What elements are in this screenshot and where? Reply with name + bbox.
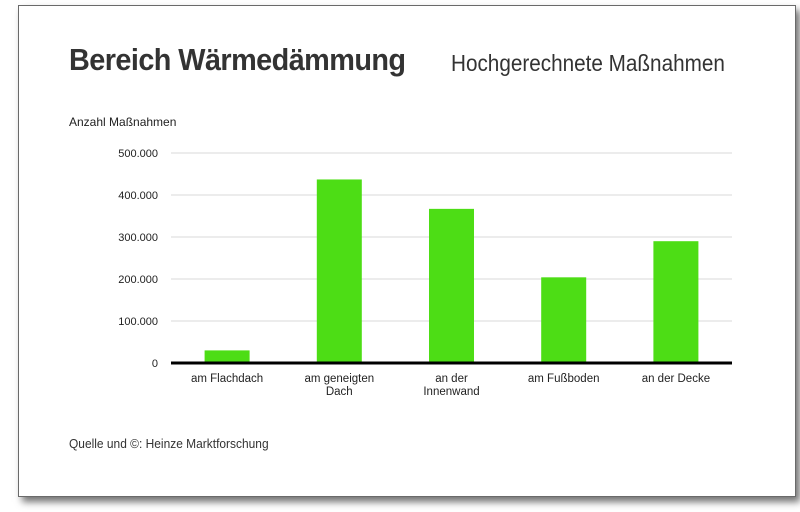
x-tick-label: am geneigten	[304, 373, 374, 385]
source-note: Quelle und ©: Heinze Marktforschung	[69, 436, 269, 451]
x-tick-label: an der Decke	[642, 373, 710, 385]
y-tick-label: 400.000	[118, 190, 158, 202]
y-tick-label: 0	[152, 358, 158, 370]
x-tick-label: am Flachdach	[191, 373, 263, 385]
bar	[653, 241, 699, 363]
chart-title: Bereich Wärmedämmung	[69, 42, 406, 77]
bar	[316, 179, 362, 363]
bar	[429, 208, 474, 363]
chart-subtitle: Hochgerechnete Maßnahmen	[451, 50, 725, 76]
x-tick-label: an der	[435, 373, 468, 385]
y-tick-label: 300.000	[118, 232, 158, 244]
x-tick-label: Innenwand	[423, 386, 479, 398]
y-tick-label: 100.000	[118, 316, 158, 328]
y-tick-label: 500.000	[118, 148, 158, 160]
x-tick-label: Dach	[326, 386, 353, 398]
y-axis-label: Anzahl Maßnahmen	[69, 115, 177, 129]
x-tick-label: am Fußboden	[528, 373, 600, 385]
bar	[541, 277, 587, 363]
chart-card: Bereich Wärmedämmung Hochgerechnete Maßn…	[18, 5, 796, 497]
bar	[204, 350, 250, 363]
y-tick-label: 200.000	[118, 274, 158, 286]
bar-chart: 0 100.000 200.000 300.000 400.000 500.000 am F…	[118, 148, 732, 398]
